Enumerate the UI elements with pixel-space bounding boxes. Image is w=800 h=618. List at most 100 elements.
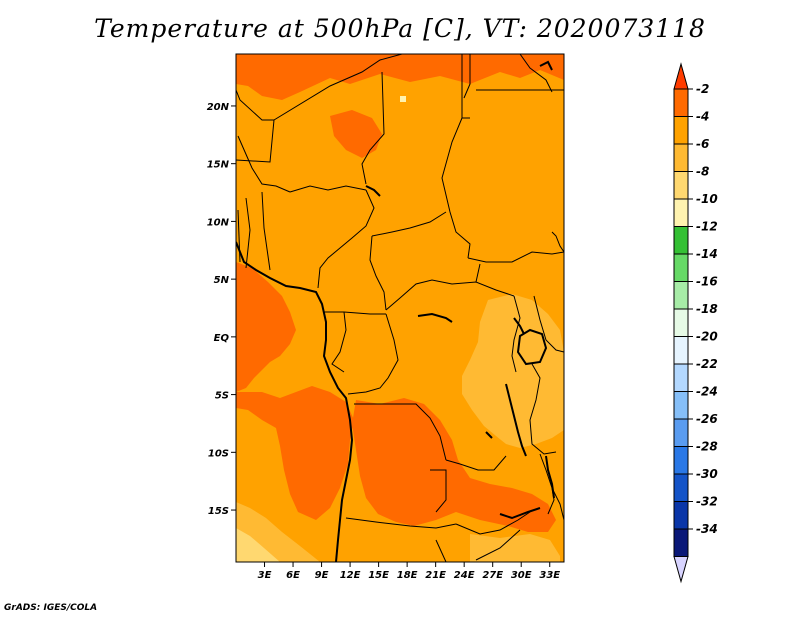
- border-cameroon-car: [369, 235, 387, 311]
- colorbar-label: -2: [696, 82, 709, 96]
- border-uganda-drc: [511, 295, 521, 373]
- border-niger-chad: [361, 71, 385, 185]
- colorbar-swatch: [673, 226, 689, 255]
- colorbar-label: -32: [696, 495, 718, 509]
- border-mauritania-mali: [236, 119, 275, 163]
- lake-kariba: [499, 507, 541, 520]
- colorbar-label: -30: [696, 467, 718, 481]
- border-gabon-congo: [331, 311, 347, 373]
- lake-victoria: [516, 328, 548, 366]
- border-ethiopia-sudan-south: [551, 231, 564, 253]
- lat-tick-label: 10N: [207, 217, 230, 228]
- pale-dot-northeast: [400, 96, 406, 102]
- colorbar-swatch: [673, 418, 689, 447]
- border-tanzania: [529, 363, 557, 455]
- border-zimbabwe: [475, 529, 521, 561]
- colorbar-label: -6: [696, 137, 709, 151]
- lat-tick-label: 15S: [208, 506, 229, 517]
- border-car-drc: [385, 279, 515, 311]
- lake-tanganyika: [505, 383, 527, 457]
- lake-mweru: [485, 431, 493, 439]
- colorbar-label: -28: [696, 440, 718, 454]
- country-borders: [236, 54, 564, 562]
- warm-patch-north: [236, 54, 564, 100]
- colorbar-swatch: [673, 116, 689, 145]
- warm-patch-southwest: [236, 386, 354, 520]
- border-nigeria-cameroon: [317, 189, 375, 289]
- colorbar-swatch: [673, 391, 689, 420]
- colorbar-swatch: [673, 363, 689, 392]
- border-congo-drc: [347, 313, 399, 395]
- cool-patch-southeast: [470, 534, 560, 562]
- colorbar-swatch: [673, 473, 689, 502]
- chart-title: Temperature at 500hPa [C], VT: 202007311…: [94, 14, 706, 43]
- lon-tick-label: 15E: [368, 570, 389, 581]
- colorbar-label: -22: [696, 357, 718, 371]
- lat-tick-label: EQ: [214, 333, 230, 344]
- lon-tick-label: 21E: [425, 570, 446, 581]
- lake-malawi: [545, 455, 555, 499]
- border-mozambique: [551, 487, 564, 521]
- lat-tick-label: 15N: [207, 160, 230, 171]
- lat-tick-label: 10S: [208, 448, 229, 459]
- colorbar-label: -26: [696, 412, 718, 426]
- border-cameroon-gabon: [324, 311, 386, 315]
- lon-tick-label: 12E: [340, 570, 361, 581]
- colorbar-label: -34: [696, 522, 718, 536]
- border-south-sudan-drc: [475, 263, 481, 283]
- border-sudan-south-sudan: [467, 251, 564, 263]
- lat-tick-label: 20N: [207, 102, 230, 113]
- colorbar-swatch: [673, 198, 689, 227]
- border-benin-nigeria: [261, 191, 271, 271]
- colorbar-swatch: [673, 88, 689, 117]
- lake-albert: [513, 317, 525, 335]
- colorbar-swatch: [673, 501, 689, 530]
- colorbar-swatch: [673, 281, 689, 310]
- colorbar-swatch: [673, 171, 689, 200]
- warm-patch-west-coast: [236, 262, 296, 392]
- border-western-coast-north: [236, 89, 274, 121]
- lon-tick-label: 27E: [482, 570, 503, 581]
- colorbar-label: -18: [696, 302, 718, 316]
- colorbar-swatch: [673, 528, 689, 557]
- warm-patch-chad: [330, 110, 382, 158]
- colorbar-top-arrow: [673, 62, 689, 90]
- lon-tick-label: 6E: [286, 570, 300, 581]
- temperature-field: [236, 54, 564, 562]
- grads-credit: GrADS: IGES/COLA: [4, 603, 98, 613]
- border-zambia-zimbabwe: [455, 511, 531, 535]
- lakes-and-coasts: [236, 60, 555, 562]
- border-mali-niger: [237, 135, 291, 193]
- border-angola-namibia: [345, 517, 457, 529]
- border-niger-libya: [273, 54, 403, 121]
- colorbar-label: -24: [696, 385, 718, 399]
- border-chad-sudan: [441, 117, 471, 259]
- border-angola-drc: [354, 403, 447, 461]
- lon-tick-label: 30E: [511, 570, 532, 581]
- border-chad-car: [371, 211, 447, 237]
- colorbar-label: -12: [696, 220, 718, 234]
- border-benin-togo: [245, 197, 251, 269]
- colorbar-swatch: [673, 253, 689, 282]
- coastline-west-africa: [236, 241, 354, 562]
- lon-tick-label: 3E: [258, 570, 272, 581]
- lon-tick-label: 24E: [454, 570, 475, 581]
- border-niger-nigeria: [289, 185, 367, 193]
- colorbar-label: -14: [696, 247, 718, 261]
- colorbar-label: -4: [696, 110, 709, 124]
- border-drc-zambia: [445, 455, 507, 471]
- lat-tick-label: 5N: [214, 275, 230, 286]
- colorbar-swatch: [673, 143, 689, 172]
- colorbar-label: -16: [696, 275, 718, 289]
- lon-tick-label: 9E: [315, 570, 329, 581]
- latitude-axis: 20N 15N 10N 5N EQ 5S 10S 15S: [207, 102, 236, 517]
- lon-tick-label: 18E: [397, 570, 418, 581]
- colorbar: -2 -4 -6 -8 -10 -12 -14 -16 -18 -20 -22 -24 -26 -28 -3…: [673, 62, 718, 584]
- lon-tick-label: 33E: [539, 570, 560, 581]
- nile-marks: [539, 60, 553, 71]
- border-angola-zambia: [430, 469, 447, 513]
- warm-patch-south-central: [352, 398, 556, 532]
- river-congo-marks: [417, 312, 453, 323]
- border-uganda-kenya: [533, 295, 564, 353]
- lat-tick-label: 5S: [215, 391, 229, 402]
